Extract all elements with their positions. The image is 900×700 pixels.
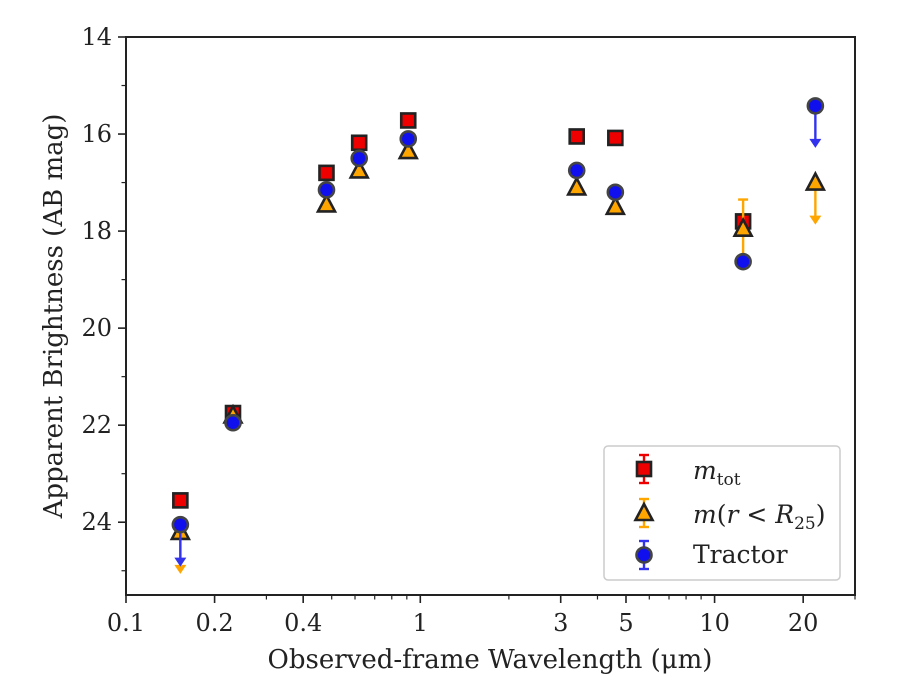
y-tick-label: 24 (81, 508, 112, 536)
mr-upper-limit-arrow (809, 215, 822, 225)
tractor-point (317, 181, 336, 199)
legend-mr-lt: < (738, 500, 775, 529)
y-tick-label: 16 (81, 120, 112, 148)
tractor-point (171, 515, 190, 534)
legend-mtot-base: m (693, 456, 717, 485)
tractor-point (399, 130, 418, 148)
tractor-point (567, 161, 586, 180)
x-tick-label: 3 (553, 609, 568, 637)
legend-mr-r: r (726, 500, 740, 529)
legend-mtot-marker (635, 460, 653, 478)
legend-mr-pre: m (693, 500, 717, 529)
x-tick-label: 5 (618, 609, 633, 637)
y-tick-label: 14 (81, 23, 112, 51)
x-tick-label: 10 (699, 609, 730, 637)
mr-point (566, 175, 588, 196)
x-axis-label: Observed-frame Wavelength (μm) (268, 645, 713, 675)
legend-box (603, 445, 841, 581)
legend: mtot m(r < R25) Tractor (603, 445, 841, 581)
x-tick-label: 20 (788, 609, 819, 637)
tractor-point (224, 413, 242, 432)
legend-mr-close: ) (816, 500, 826, 529)
legend-label-mtot: mtot (693, 456, 741, 490)
x-tick-label: 0.4 (284, 609, 322, 637)
legend-mr-marker (633, 501, 655, 522)
mr-point (732, 216, 754, 237)
x-tick-label: 0.2 (196, 609, 234, 637)
tractor-point (350, 149, 368, 168)
y-axis-label: Apparent Brightness (AB mag) (39, 114, 69, 520)
legend-mtot-sub: tot (717, 470, 741, 490)
tractor-upper-limit-arrow (174, 557, 187, 567)
tractor-point (806, 97, 825, 115)
mr-upper-limit-arrow (174, 564, 187, 574)
mr-point (315, 192, 338, 213)
tractor-upper-limit-arrow (809, 138, 822, 148)
tractor-point (734, 252, 752, 271)
legend-mr-open: ( (717, 500, 727, 529)
mr-point (397, 139, 419, 160)
x-tick-label: 0.1 (107, 609, 145, 637)
mtot-point (607, 129, 624, 147)
y-tick-label: 22 (81, 411, 112, 439)
legend-mr-sub: 25 (794, 514, 816, 534)
legend-markers (633, 453, 655, 571)
legend-tractor-marker (635, 546, 653, 564)
mtot-point (350, 134, 368, 152)
mtot-point (568, 128, 586, 145)
legend-label-mr: m(r < R25) (693, 500, 826, 534)
axis-ticks: 0.1 0.2 0.4 1 3 5 10 20 14 16 18 20 22 24 (81, 23, 856, 637)
mr-point (604, 195, 627, 216)
mr-point (804, 170, 827, 191)
mr-point (348, 158, 370, 179)
y-tick-label: 20 (81, 314, 112, 342)
mtot-point (172, 492, 189, 509)
mtot-point (399, 112, 417, 129)
tractor-point (606, 183, 625, 202)
legend-mr-R: R (774, 500, 794, 529)
data-marks (169, 97, 827, 574)
mtot-point (318, 164, 335, 182)
x-tick-label: 1 (413, 609, 428, 637)
legend-label-tractor: Tractor (693, 540, 788, 569)
y-tick-label: 18 (81, 217, 112, 245)
